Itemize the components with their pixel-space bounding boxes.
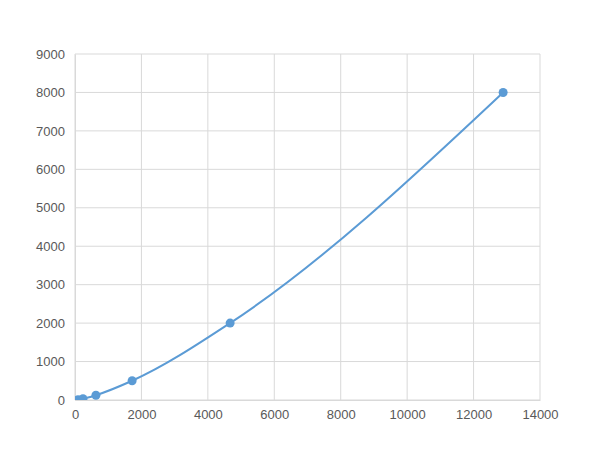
tick: 9000: [36, 47, 75, 62]
tick: 2000: [36, 316, 75, 331]
marker: [499, 88, 508, 97]
tick: 8000: [36, 85, 75, 100]
grid-line: [75, 169, 540, 170]
tick: 0: [72, 400, 79, 422]
y-axis: 0 1000 2000 3000 4000 5000 6000 7000 8000 9000: [36, 47, 75, 408]
grid-line: [75, 323, 540, 324]
plot: 0 2000 4000 6000 8000 10000 12000 14000 0 1000 200…: [36, 47, 559, 423]
tick-label: 1000: [36, 354, 65, 369]
grid-line: [75, 54, 540, 55]
marker: [91, 391, 100, 400]
grid-line: [75, 400, 540, 401]
grid-line: [141, 54, 142, 400]
grid-line: [75, 54, 76, 400]
tick: 6000: [36, 162, 75, 177]
tick-label: 6000: [260, 407, 289, 422]
tick: 5000: [36, 200, 75, 215]
tick-label: 14000: [522, 407, 558, 422]
grid-line: [473, 54, 474, 400]
axis-line: [76, 400, 541, 401]
tick: 3000: [36, 277, 75, 292]
tick: 0: [58, 393, 75, 408]
tick-label: 8000: [327, 407, 356, 422]
x-axis: 0 2000 4000 6000 8000 10000 12000 14000: [72, 400, 559, 422]
grid-line: [407, 54, 408, 400]
grid-line: [75, 361, 540, 362]
tick-label: 12000: [456, 407, 492, 422]
tick: 8000: [327, 400, 356, 422]
tick-label: 3000: [36, 277, 65, 292]
tick-label: 0: [58, 393, 65, 408]
grid-line: [75, 92, 540, 93]
tick: 10000: [390, 400, 426, 422]
marker: [226, 319, 235, 328]
tick-label: 2000: [36, 316, 65, 331]
marker: [78, 394, 87, 400]
tick: 4000: [36, 239, 75, 254]
marker: [128, 376, 137, 385]
axis-line: [75, 55, 76, 401]
tick: 2000: [127, 400, 156, 422]
tick: 7000: [36, 124, 75, 139]
grid-line: [75, 246, 540, 247]
tick-label: 0: [72, 407, 79, 422]
chart: 0 2000 4000 6000 8000 10000 12000 14000 0 1000 200…: [0, 0, 600, 450]
grid-line: [75, 284, 540, 285]
tick-label: 9000: [36, 47, 65, 62]
tick: 1000: [36, 354, 75, 369]
tick-label: 10000: [390, 407, 426, 422]
grid: [75, 54, 540, 400]
tick: 14000: [522, 400, 558, 422]
tick-label: 4000: [36, 239, 65, 254]
tick: 6000: [260, 400, 289, 422]
tick-label: 8000: [36, 85, 65, 100]
grid-line: [540, 54, 541, 400]
grid-line: [75, 130, 540, 131]
series: [75, 88, 508, 400]
tick: 4000: [194, 400, 223, 422]
grid-line: [75, 207, 540, 208]
grid-line: [207, 54, 208, 400]
tick-label: 2000: [127, 407, 156, 422]
grid-line: [274, 54, 275, 400]
grid-line: [340, 54, 341, 400]
tick-label: 4000: [194, 407, 223, 422]
line: [78, 92, 503, 399]
tick-label: 6000: [36, 162, 65, 177]
tick-label: 7000: [36, 124, 65, 139]
tick-label: 5000: [36, 200, 65, 215]
tick: 12000: [456, 400, 492, 422]
